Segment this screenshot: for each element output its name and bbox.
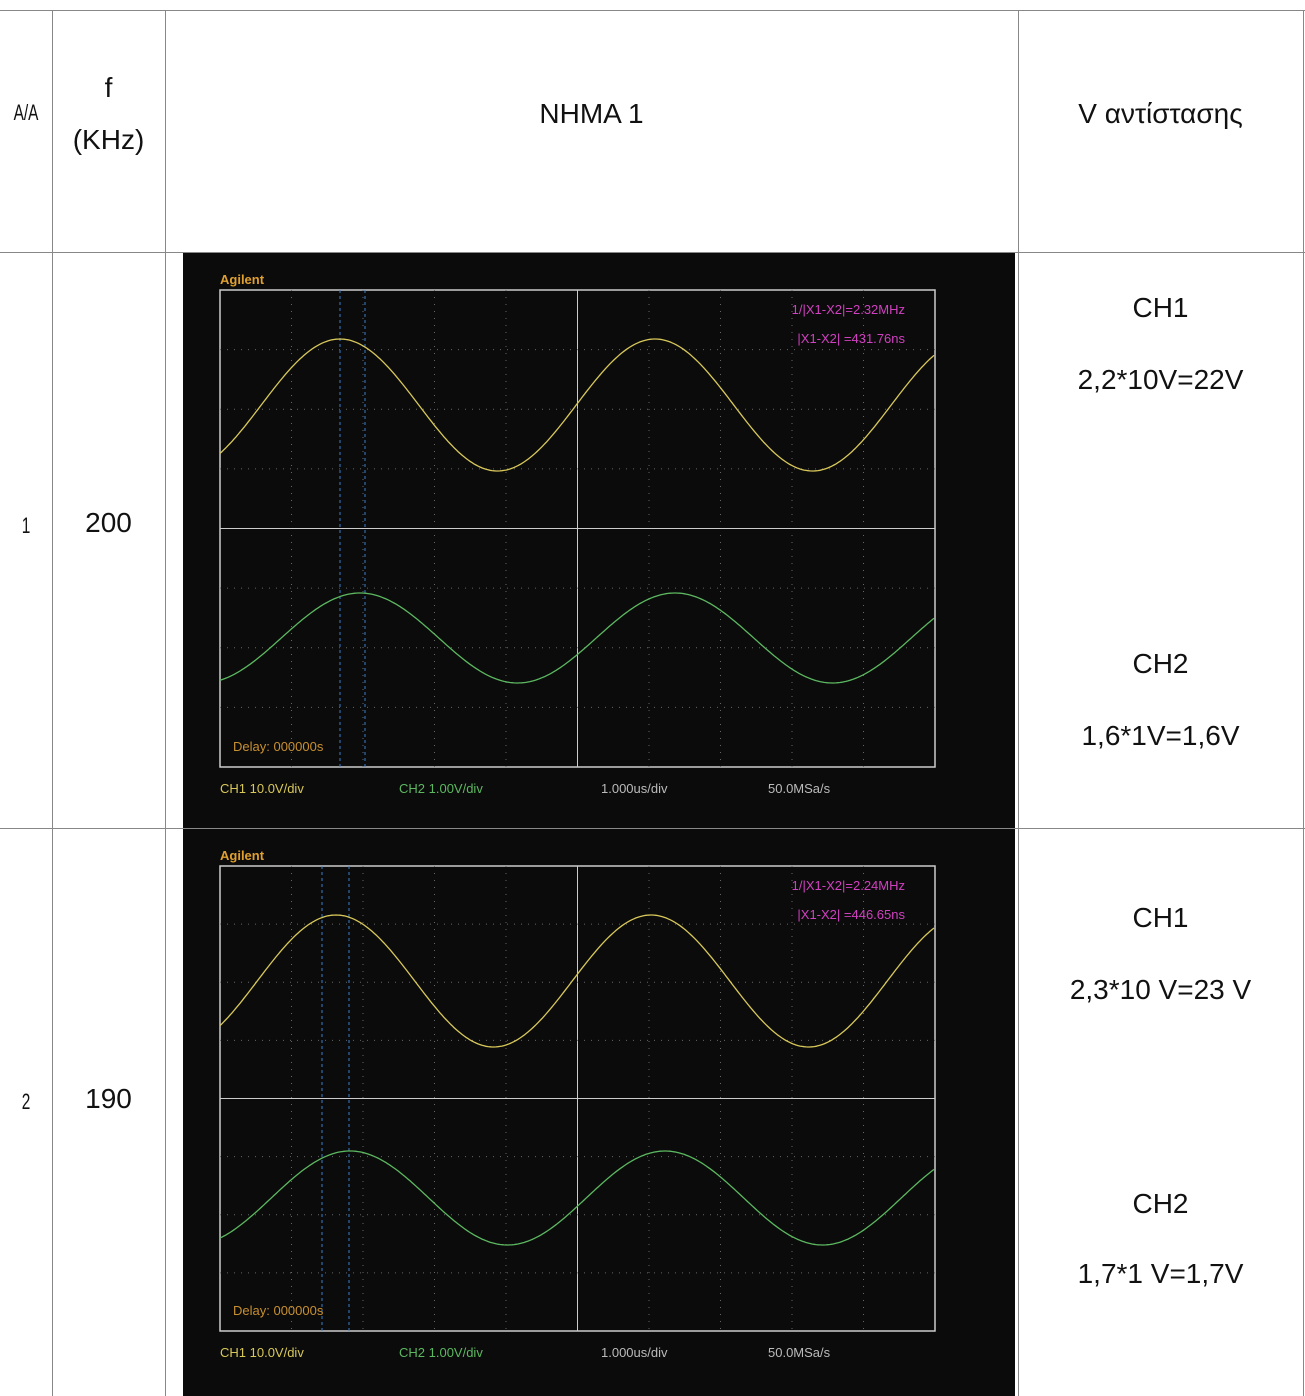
sample-rate: 50.0MSa/s bbox=[768, 1345, 831, 1360]
oscilloscope: Agilent 1/|X1-X2|=2.24MHz |X1-X2| =446.65n… bbox=[183, 829, 1015, 1396]
delay: Delay: 000000s bbox=[233, 1303, 324, 1318]
voltage: 1,6*1V=1,6V bbox=[1018, 720, 1303, 752]
measurement: |X1-X2| =446.65ns bbox=[797, 907, 905, 922]
measurement: 1/|X1-X2|=2.24MHz bbox=[792, 878, 905, 893]
page: A/A f (KHz) NHMA 1 V αντίστασης 1 200 CH1 2… bbox=[0, 0, 1305, 1396]
delay: Delay: 000000s bbox=[233, 739, 324, 754]
header-cell: (KHz) bbox=[52, 124, 165, 156]
measurement: |X1-X2| =431.76ns bbox=[797, 331, 905, 346]
voltage: CH1 bbox=[1018, 292, 1303, 324]
border bbox=[52, 10, 53, 1396]
brand: Agilent bbox=[220, 848, 265, 863]
measurement: 1/|X1-X2|=2.32MHz bbox=[792, 302, 905, 317]
sample-rate: 50.0MSa/s bbox=[768, 781, 831, 796]
border bbox=[165, 10, 166, 1396]
frequency: 190 bbox=[52, 1083, 165, 1115]
timebase: 1.000us/div bbox=[601, 781, 668, 796]
oscilloscope: Agilent 1/|X1-X2|=2.32MHz |X1-X2| =431.76n… bbox=[183, 253, 1015, 828]
header-cell: f bbox=[52, 72, 165, 104]
header-cell: NHMA 1 bbox=[165, 98, 1018, 130]
border bbox=[0, 10, 1305, 11]
header-cell: A/A bbox=[8, 100, 44, 126]
voltage: CH1 bbox=[1018, 902, 1303, 934]
row-index: 1 bbox=[8, 513, 44, 539]
border bbox=[1303, 10, 1304, 1396]
voltage: 1,7*1 V=1,7V bbox=[1018, 1258, 1303, 1290]
voltage: 2,2*10V=22V bbox=[1018, 364, 1303, 396]
channel-scale: CH2 1.00V/div bbox=[399, 1345, 483, 1360]
voltage: 2,3*10 V=23 V bbox=[1018, 974, 1303, 1006]
channel-scale: CH2 1.00V/div bbox=[399, 781, 483, 796]
voltage: CH2 bbox=[1018, 648, 1303, 680]
timebase: 1.000us/div bbox=[601, 1345, 668, 1360]
voltage: CH2 bbox=[1018, 1188, 1303, 1220]
header-cell: V αντίστασης bbox=[1018, 98, 1303, 130]
frequency: 200 bbox=[52, 507, 165, 539]
row-index: 2 bbox=[8, 1089, 44, 1115]
channel-scale: CH1 10.0V/div bbox=[220, 1345, 304, 1360]
brand: Agilent bbox=[220, 272, 265, 287]
channel-scale: CH1 10.0V/div bbox=[220, 781, 304, 796]
